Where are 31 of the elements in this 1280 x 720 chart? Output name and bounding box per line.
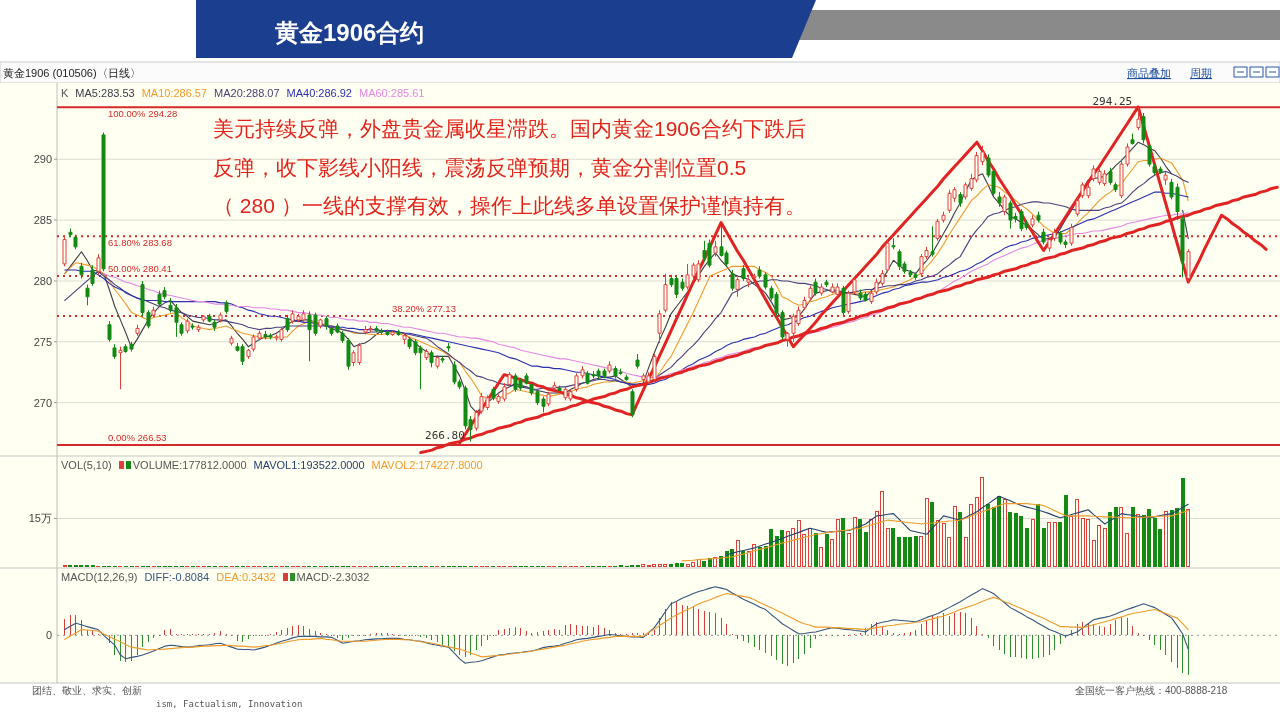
ref-line-label: 100.00% 294.28 — [108, 108, 178, 120]
ref-line-label: 38.20% 277.13 — [392, 302, 456, 314]
annotation: 294.25 — [1092, 94, 1133, 108]
text: 0 — [45, 629, 52, 642]
text: 全国统一客户热线：400-8888-218 — [1075, 685, 1228, 696]
text: ism, Factualism, Innovation — [156, 699, 303, 709]
ref-line-label: 50.00% 280.41 — [108, 262, 172, 274]
annotation: 266.80 — [425, 428, 465, 442]
legend-label: MACD:-2.3032 — [296, 571, 370, 583]
y-tick-label: 15万 — [28, 512, 52, 525]
text: MAVOL1:193522.0000 — [253, 459, 365, 471]
text: DEA:0.3432 — [216, 571, 276, 583]
legend-title: MACD(12,26,9) — [61, 571, 138, 583]
text: 团结、敬业、求实、创新 — [32, 685, 142, 696]
ref-line-label: 0.00% 266.53 — [108, 431, 167, 443]
text: 周期 — [1190, 67, 1212, 79]
ref-line-label: 61.80% 283.68 — [108, 237, 172, 249]
y-tick-label: 280 — [33, 274, 52, 287]
text: MAVOL2:174227.8000 — [371, 459, 483, 471]
legend-title: VOL(5,10) — [61, 459, 112, 471]
chart-title: 黄金1906合约 — [274, 19, 425, 46]
text: DIFF:-0.8084 — [144, 571, 210, 583]
y-tick-label: 290 — [33, 153, 52, 166]
legend: K MA5:283.53 MA10:286.57 MA20:288.07 MA40:286.92 MA60:285.61 — [61, 87, 425, 99]
chart-subtitle: 黄金1906 (010506)〈日线〉 — [3, 67, 141, 79]
y-tick-label: 270 — [33, 396, 52, 409]
y-tick-label: 285 — [33, 214, 52, 227]
text: 商品叠加 — [1127, 67, 1171, 79]
legend-label: VOLUME:177812.0000 — [132, 459, 247, 471]
y-tick-label: 275 — [33, 335, 52, 348]
annotation: 美元持续反弹，外盘贵金属收星滞跌。国内黄金1906合约下跌后反弹，收下影线小阳线，震荡反弹预期，黄金分割位置0.5（ 280 ）一线的支撑有效，操作上此线多单设置保护谨慎持有。 — [213, 117, 806, 217]
